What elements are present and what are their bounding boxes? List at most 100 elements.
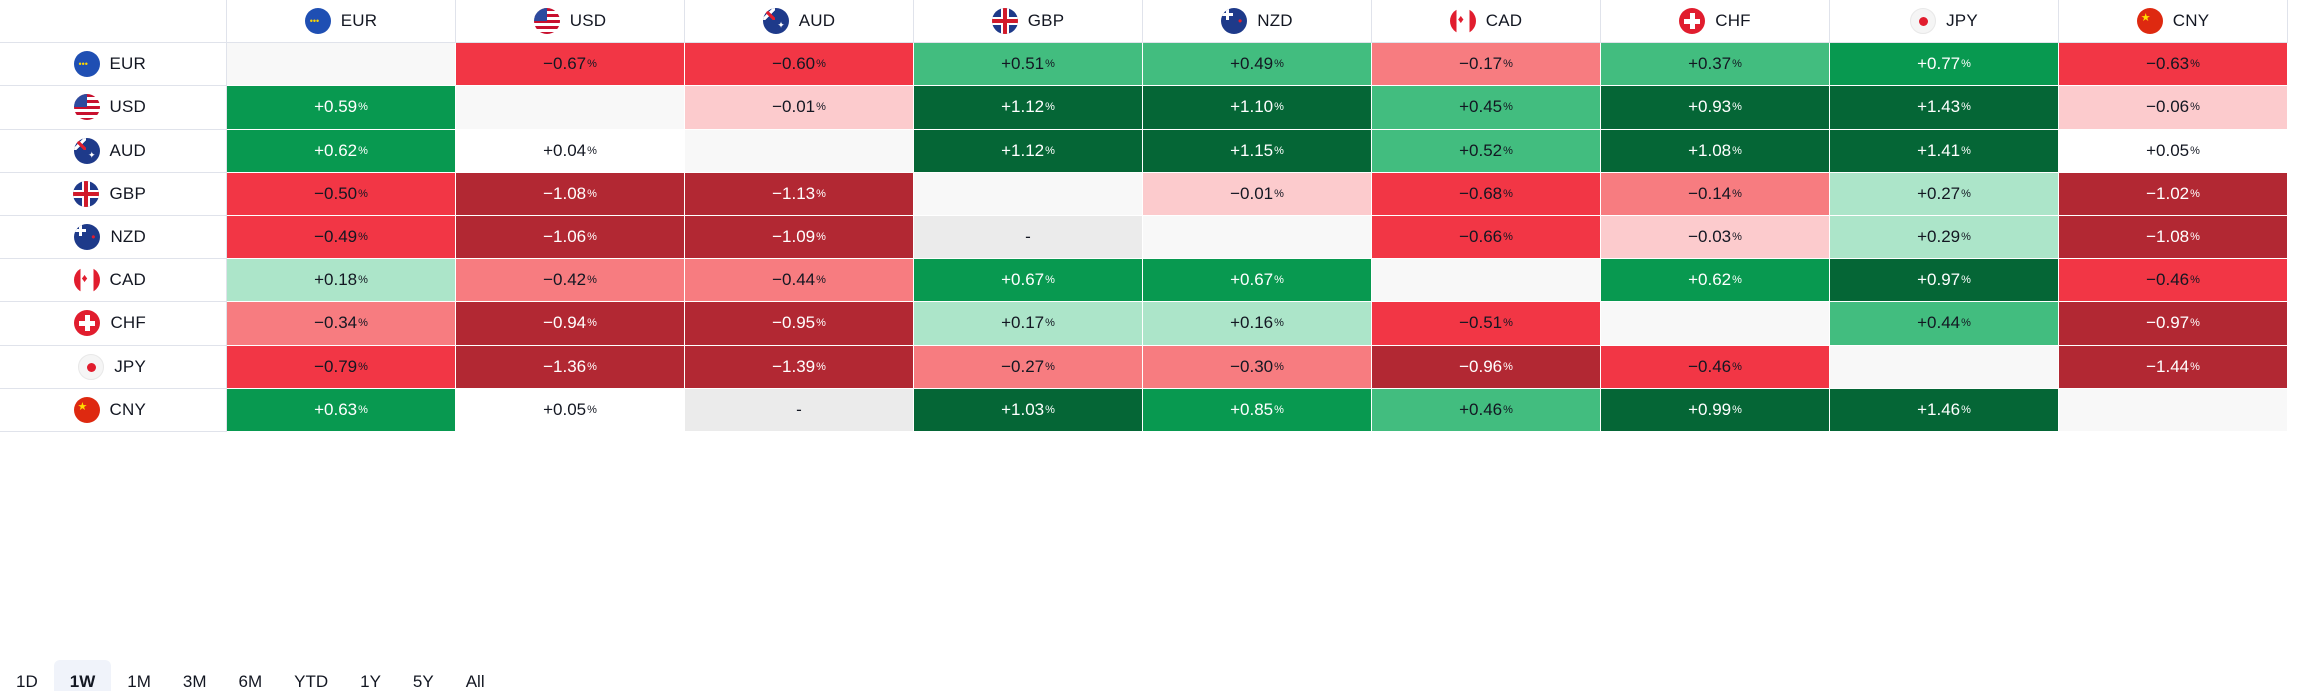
- heatmap-cell-cny-aud[interactable]: -: [685, 388, 914, 432]
- heatmap-cell-nzd-gbp[interactable]: -: [914, 216, 1143, 260]
- heatmap-cell-jpy-aud[interactable]: −1.39%: [685, 345, 914, 389]
- period-tab-all[interactable]: All: [465, 672, 485, 691]
- row-header-aud[interactable]: AUD: [0, 129, 227, 173]
- column-header-gbp[interactable]: GBP: [914, 0, 1143, 44]
- heatmap-cell-usd-gbp[interactable]: +1.12%: [914, 86, 1143, 130]
- heatmap-cell-chf-eur[interactable]: −0.34%: [227, 302, 456, 346]
- heatmap-cell-usd-eur[interactable]: +0.59%: [227, 86, 456, 130]
- heatmap-cell-jpy-gbp[interactable]: −0.27%: [914, 345, 1143, 389]
- heatmap-cell-cny-usd[interactable]: +0.05%: [456, 388, 685, 432]
- heatmap-cell-nzd-cny[interactable]: −1.08%: [2059, 216, 2288, 260]
- heatmap-cell-cad-eur[interactable]: +0.18%: [227, 259, 456, 303]
- heatmap-cell-cad-jpy[interactable]: +0.97%: [1830, 259, 2059, 303]
- heatmap-cell-usd-cad[interactable]: +0.45%: [1372, 86, 1601, 130]
- heatmap-cell-chf-cad[interactable]: −0.51%: [1372, 302, 1601, 346]
- heatmap-cell-cny-eur[interactable]: +0.63%: [227, 388, 456, 432]
- heatmap-cell-cad-aud[interactable]: −0.44%: [685, 259, 914, 303]
- heatmap-cell-aud-nzd[interactable]: +1.15%: [1143, 129, 1372, 173]
- period-tab-1m[interactable]: 1M: [127, 672, 151, 691]
- heatmap-cell-jpy-cny[interactable]: −1.44%: [2059, 345, 2288, 389]
- cell-value: +0.18: [314, 270, 358, 290]
- heatmap-cell-gbp-usd[interactable]: −1.08%: [456, 172, 685, 216]
- heatmap-cell-aud-eur[interactable]: +0.62%: [227, 129, 456, 173]
- heatmap-cell-eur-cad[interactable]: −0.17%: [1372, 43, 1601, 87]
- heatmap-cell-gbp-aud[interactable]: −1.13%: [685, 172, 914, 216]
- heatmap-cell-gbp-jpy[interactable]: +0.27%: [1830, 172, 2059, 216]
- row-header-usd[interactable]: USD: [0, 86, 227, 130]
- heatmap-cell-chf-usd[interactable]: −0.94%: [456, 302, 685, 346]
- heatmap-cell-gbp-eur[interactable]: −0.50%: [227, 172, 456, 216]
- heatmap-cell-cad-gbp[interactable]: +0.67%: [914, 259, 1143, 303]
- heatmap-cell-eur-chf[interactable]: +0.37%: [1601, 43, 1830, 87]
- period-tab-ytd[interactable]: YTD: [294, 672, 329, 691]
- heatmap-cell-cny-cad[interactable]: +0.46%: [1372, 388, 1601, 432]
- heatmap-cell-gbp-cny[interactable]: −1.02%: [2059, 172, 2288, 216]
- heatmap-cell-gbp-cad[interactable]: −0.68%: [1372, 172, 1601, 216]
- period-tab-1y[interactable]: 1Y: [360, 672, 381, 691]
- row-header-gbp[interactable]: GBP: [0, 172, 227, 216]
- heatmap-cell-cny-chf[interactable]: +0.99%: [1601, 388, 1830, 432]
- period-tab-6m[interactable]: 6M: [238, 672, 263, 691]
- column-header-chf[interactable]: CHF: [1601, 0, 1830, 44]
- heatmap-cell-cad-usd[interactable]: −0.42%: [456, 259, 685, 303]
- heatmap-cell-cny-nzd[interactable]: +0.85%: [1143, 388, 1372, 432]
- heatmap-cell-eur-usd[interactable]: −0.67%: [456, 43, 685, 87]
- heatmap-cell-cny-gbp[interactable]: +1.03%: [914, 388, 1143, 432]
- heatmap-cell-nzd-eur[interactable]: −0.49%: [227, 216, 456, 260]
- heatmap-cell-jpy-cad[interactable]: −0.96%: [1372, 345, 1601, 389]
- heatmap-cell-aud-jpy[interactable]: +1.41%: [1830, 129, 2059, 173]
- heatmap-cell-aud-cny[interactable]: +0.05%: [2059, 129, 2288, 173]
- heatmap-cell-eur-jpy[interactable]: +0.77%: [1830, 43, 2059, 87]
- heatmap-cell-jpy-usd[interactable]: −1.36%: [456, 345, 685, 389]
- column-header-cad[interactable]: CAD: [1372, 0, 1601, 44]
- heatmap-cell-nzd-usd[interactable]: −1.06%: [456, 216, 685, 260]
- heatmap-cell-usd-chf[interactable]: +0.93%: [1601, 86, 1830, 130]
- row-header-cad[interactable]: CAD: [0, 259, 227, 303]
- heatmap-cell-eur-gbp[interactable]: +0.51%: [914, 43, 1143, 87]
- heatmap-cell-cad-nzd[interactable]: +0.67%: [1143, 259, 1372, 303]
- heatmap-cell-eur-nzd[interactable]: +0.49%: [1143, 43, 1372, 87]
- heatmap-cell-chf-aud[interactable]: −0.95%: [685, 302, 914, 346]
- period-tab-1d[interactable]: 1D: [16, 672, 38, 691]
- row-header-eur[interactable]: EUR: [0, 43, 227, 87]
- heatmap-cell-chf-jpy[interactable]: +0.44%: [1830, 302, 2059, 346]
- heatmap-cell-chf-nzd[interactable]: +0.16%: [1143, 302, 1372, 346]
- heatmap-cell-gbp-chf[interactable]: −0.14%: [1601, 172, 1830, 216]
- heatmap-cell-eur-aud[interactable]: −0.60%: [685, 43, 914, 87]
- column-header-cny[interactable]: CNY: [2059, 0, 2288, 44]
- heatmap-cell-chf-gbp[interactable]: +0.17%: [914, 302, 1143, 346]
- row-header-cny[interactable]: CNY: [0, 388, 227, 432]
- column-header-aud[interactable]: AUD: [685, 0, 914, 44]
- column-header-nzd[interactable]: NZD: [1143, 0, 1372, 44]
- heatmap-cell-cad-chf[interactable]: +0.62%: [1601, 259, 1830, 303]
- heatmap-cell-eur-cny[interactable]: −0.63%: [2059, 43, 2288, 87]
- column-header-eur[interactable]: EUR: [227, 0, 456, 44]
- heatmap-cell-usd-aud[interactable]: −0.01%: [685, 86, 914, 130]
- period-tab-5y[interactable]: 5Y: [412, 672, 434, 691]
- heatmap-cell-nzd-chf[interactable]: −0.03%: [1601, 216, 1830, 260]
- heatmap-cell-chf-cny[interactable]: −0.97%: [2059, 302, 2288, 346]
- heatmap-cell-cny-jpy[interactable]: +1.46%: [1830, 388, 2059, 432]
- heatmap-cell-cad-cny[interactable]: −0.46%: [2059, 259, 2288, 303]
- heatmap-cell-usd-jpy[interactable]: +1.43%: [1830, 86, 2059, 130]
- row-header-chf[interactable]: CHF: [0, 302, 227, 346]
- heatmap-cell-usd-nzd[interactable]: +1.10%: [1143, 86, 1372, 130]
- heatmap-cell-aud-chf[interactable]: +1.08%: [1601, 129, 1830, 173]
- column-header-jpy[interactable]: JPY: [1830, 0, 2059, 44]
- heatmap-cell-jpy-chf[interactable]: −0.46%: [1601, 345, 1830, 389]
- period-tab-3m[interactable]: 3M: [182, 672, 207, 691]
- row-header-nzd[interactable]: NZD: [0, 216, 227, 260]
- column-header-usd[interactable]: USD: [456, 0, 685, 44]
- heatmap-cell-aud-cad[interactable]: +0.52%: [1372, 129, 1601, 173]
- heatmap-cell-nzd-cad[interactable]: −0.66%: [1372, 216, 1601, 260]
- period-tab-1w[interactable]: 1W: [53, 660, 112, 691]
- row-header-jpy[interactable]: JPY: [0, 345, 227, 389]
- heatmap-cell-usd-cny[interactable]: −0.06%: [2059, 86, 2288, 130]
- heatmap-cell-nzd-aud[interactable]: −1.09%: [685, 216, 914, 260]
- heatmap-cell-gbp-nzd[interactable]: −0.01%: [1143, 172, 1372, 216]
- heatmap-cell-aud-gbp[interactable]: +1.12%: [914, 129, 1143, 173]
- heatmap-cell-aud-usd[interactable]: +0.04%: [456, 129, 685, 173]
- heatmap-cell-nzd-jpy[interactable]: +0.29%: [1830, 216, 2059, 260]
- heatmap-cell-jpy-eur[interactable]: −0.79%: [227, 345, 456, 389]
- heatmap-cell-jpy-nzd[interactable]: −0.30%: [1143, 345, 1372, 389]
